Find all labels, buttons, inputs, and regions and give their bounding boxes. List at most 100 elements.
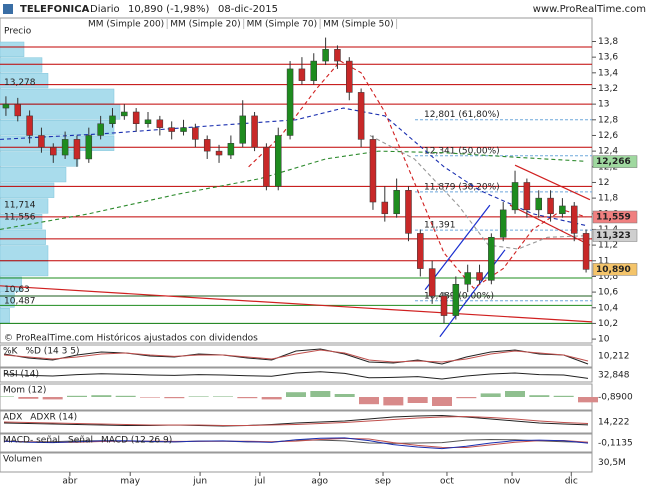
price-label: Precio <box>4 27 32 37</box>
fib-label: 12,801 (61,80%) <box>424 110 500 120</box>
indicator-bar <box>18 397 39 399</box>
y-tick-label: 13 <box>598 100 609 110</box>
indicator-line <box>3 414 589 427</box>
indicator-bar <box>67 395 87 397</box>
indicator-bar <box>188 396 209 397</box>
trend-line <box>514 164 591 201</box>
candle-body <box>428 268 436 297</box>
indicator-legend: ADX <box>3 413 22 423</box>
candle-body <box>582 233 590 270</box>
x-tick-label: nov <box>504 477 521 487</box>
candle-body <box>298 68 306 81</box>
indicator-line <box>3 348 589 365</box>
indicator-value: -0,1135 <box>598 439 633 449</box>
candle-body <box>192 127 199 140</box>
copyright: © ProRealTime.com Históricos ajustados c… <box>4 333 258 344</box>
candle-body <box>251 115 258 148</box>
header-bar <box>0 0 650 18</box>
period: Diario <box>90 4 120 15</box>
candle-body <box>26 115 33 136</box>
y-tick-label: 10,4 <box>598 303 618 313</box>
indicator-bar <box>505 391 525 397</box>
indicator-value: 30,5M <box>598 458 626 468</box>
candle-body <box>263 146 270 187</box>
volume-profile-bar <box>0 245 49 261</box>
indicator-bar <box>213 396 233 397</box>
panel-frame <box>0 452 593 473</box>
candle-body <box>310 60 318 81</box>
candle-body <box>393 190 400 215</box>
indicator-bar <box>115 395 136 397</box>
candle-body <box>38 135 45 148</box>
indicator-bar <box>456 397 477 399</box>
moving-average <box>0 150 587 230</box>
candle-body <box>227 143 235 156</box>
symbol-icon <box>3 4 13 14</box>
volume-profile-bar <box>0 229 46 245</box>
volume-profile-bar <box>0 41 25 57</box>
price-marker <box>592 229 638 242</box>
candle-body <box>203 139 211 152</box>
volume-profile-bar <box>0 261 49 277</box>
fib-label: 12,341 (50,00%) <box>424 146 500 156</box>
candle-body <box>239 115 246 144</box>
volume-profile-bar <box>0 182 55 198</box>
x-tick-label: oct <box>440 477 454 487</box>
indicator-legend: Señal <box>68 436 93 446</box>
indicator-bar <box>140 397 160 398</box>
candle-body <box>50 146 57 156</box>
candle-body <box>559 205 566 215</box>
volume-profile-bar <box>0 276 22 292</box>
panel-frame <box>0 367 593 383</box>
indicator-bar <box>42 397 63 400</box>
price-marker <box>592 263 638 276</box>
site: www.ProRealTime.com <box>533 4 646 15</box>
candle-body <box>464 272 471 285</box>
y-tick-label: 11 <box>598 256 609 266</box>
indicator-value: 10,212 <box>598 352 630 362</box>
indicator-title: Volumen <box>3 455 42 465</box>
candle-body <box>85 135 93 160</box>
candle-body <box>322 49 329 62</box>
indicator-legend: RSI (14) <box>3 370 39 380</box>
y-tick-label: 13,8 <box>598 37 618 47</box>
candle-body <box>274 135 282 187</box>
indicator-legend: %K <box>3 347 19 357</box>
legend-entry: MM (Simple 70) <box>247 20 317 30</box>
candle-body <box>14 103 22 117</box>
candle-body <box>547 197 554 215</box>
candle-body <box>97 123 104 136</box>
indicator-bar <box>359 397 379 405</box>
indicator-bar <box>432 397 452 406</box>
candle-body <box>570 205 578 234</box>
indicator-bar <box>310 391 331 397</box>
indicator-legend: Mom (12) <box>3 386 46 396</box>
indicator-bar <box>334 394 355 397</box>
trend-line <box>424 204 491 291</box>
volume-profile-bar <box>0 120 115 136</box>
y-tick-label: 11,2 <box>598 241 618 251</box>
main-plot: 12,801 (61,80%) 12,341 (50,00%) 11,879 (38… <box>0 37 592 338</box>
volume-profile-bar <box>0 57 43 73</box>
candle-body <box>369 139 377 203</box>
indicator-bar <box>286 392 306 397</box>
candle-body <box>334 49 341 62</box>
candle-body <box>523 182 531 211</box>
candle-body <box>168 127 175 132</box>
indicator-bar <box>0 396 14 397</box>
candle-body <box>499 209 507 238</box>
axes: MM (Simple 200) MM (Simple 20) MM (Simple … <box>0 19 638 487</box>
candle-body <box>132 111 140 124</box>
candle-body <box>73 139 81 160</box>
indicator-legend: MACD- señal <box>3 436 60 446</box>
trend-line <box>509 204 591 246</box>
x-tick-label: sep <box>375 477 391 487</box>
x-tick-label: jun <box>192 477 207 487</box>
candle-body <box>381 201 389 215</box>
y-tick-label: 12 <box>598 178 609 188</box>
y-tick-label: 10,2 <box>598 319 618 329</box>
candle-body <box>109 115 116 124</box>
candle-body <box>488 237 495 281</box>
candle-body <box>405 190 412 234</box>
